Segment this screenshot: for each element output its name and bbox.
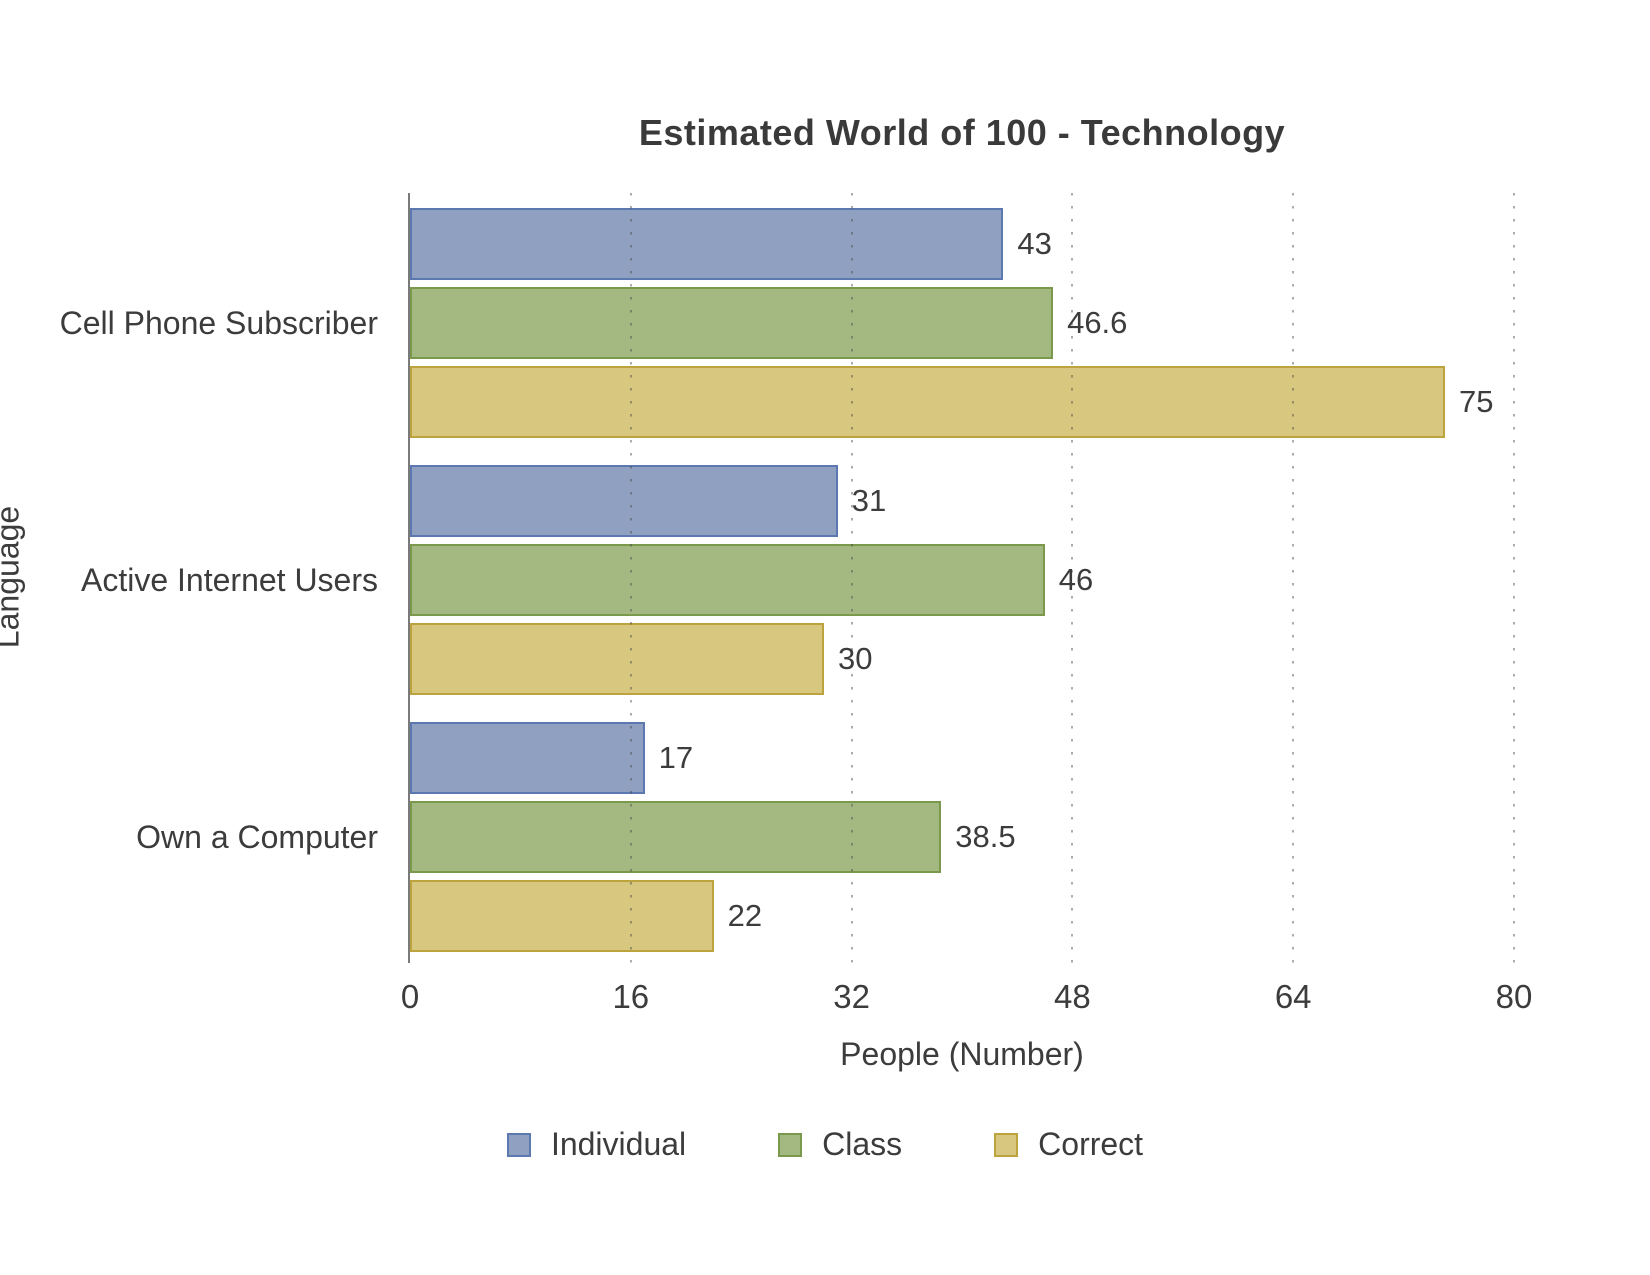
y-category-labels: Cell Phone Subscriber Active Internet Use… bbox=[0, 193, 378, 963]
bar-value-label: 46.6 bbox=[1067, 305, 1128, 340]
bar-correct bbox=[410, 366, 1445, 438]
bar-value-label: 22 bbox=[727, 898, 763, 933]
legend-swatch-icon bbox=[506, 1132, 531, 1157]
bar-value-label: 46 bbox=[1058, 562, 1094, 597]
gridline-x-80 bbox=[1513, 193, 1515, 963]
plot-area: 43 46.6 75 31 46 30 17 38.5 22 bbox=[408, 193, 1515, 963]
x-axis-title: People (Number) bbox=[840, 1036, 1084, 1072]
legend-entry-class: Class bbox=[778, 1126, 902, 1163]
bar-correct bbox=[410, 880, 714, 952]
x-tick-label: 32 bbox=[833, 978, 870, 1015]
legend-entry-correct: Correct bbox=[994, 1126, 1143, 1163]
legend-label: Correct bbox=[1038, 1126, 1144, 1162]
legend-swatch-icon bbox=[994, 1132, 1019, 1157]
bar-value-label: 17 bbox=[658, 740, 694, 775]
chart-title: Estimated World of 100 - Technology bbox=[638, 112, 1286, 153]
bar-value-label: 30 bbox=[838, 641, 873, 676]
x-axis-ticks: 0 16 32 48 64 80 bbox=[401, 978, 1533, 1018]
legend-entry-individual: Individual bbox=[506, 1126, 687, 1163]
bar-individual bbox=[410, 208, 1004, 280]
bar-correct bbox=[410, 623, 824, 695]
gridline-x-48 bbox=[1071, 193, 1074, 963]
bar-value-label: 31 bbox=[851, 483, 887, 518]
chart-legend: Individual Class Correct bbox=[0, 1126, 1650, 1163]
y-axis-title-text: Language bbox=[0, 505, 26, 649]
category-label: Cell Phone Subscriber bbox=[59, 305, 378, 341]
x-tick-label: 16 bbox=[612, 978, 650, 1015]
gridline-x-16 bbox=[629, 193, 632, 963]
category-label: Own a Computer bbox=[136, 819, 378, 855]
x-tick-label: 0 bbox=[400, 978, 420, 1015]
legend-label: Class bbox=[822, 1126, 903, 1162]
bar-value-label: 75 bbox=[1459, 384, 1494, 419]
legend-label: Individual bbox=[550, 1126, 687, 1162]
bar-class bbox=[410, 287, 1054, 359]
gridline-x-64 bbox=[1292, 193, 1295, 963]
bar-individual bbox=[410, 722, 645, 794]
category-label: Active Internet Users bbox=[81, 562, 378, 598]
x-tick-label: 80 bbox=[1495, 978, 1533, 1015]
legend-swatch-icon bbox=[778, 1132, 803, 1157]
y-axis-line bbox=[408, 193, 410, 963]
bar-value-label: 43 bbox=[1017, 226, 1052, 261]
bar-value-label: 38.5 bbox=[955, 819, 1016, 854]
x-tick-label: 48 bbox=[1054, 978, 1091, 1015]
bar-class bbox=[410, 801, 942, 873]
bar-individual bbox=[410, 465, 838, 537]
bar-class bbox=[410, 544, 1045, 616]
gridline-x-32 bbox=[850, 193, 853, 963]
x-tick-label: 64 bbox=[1274, 978, 1312, 1015]
